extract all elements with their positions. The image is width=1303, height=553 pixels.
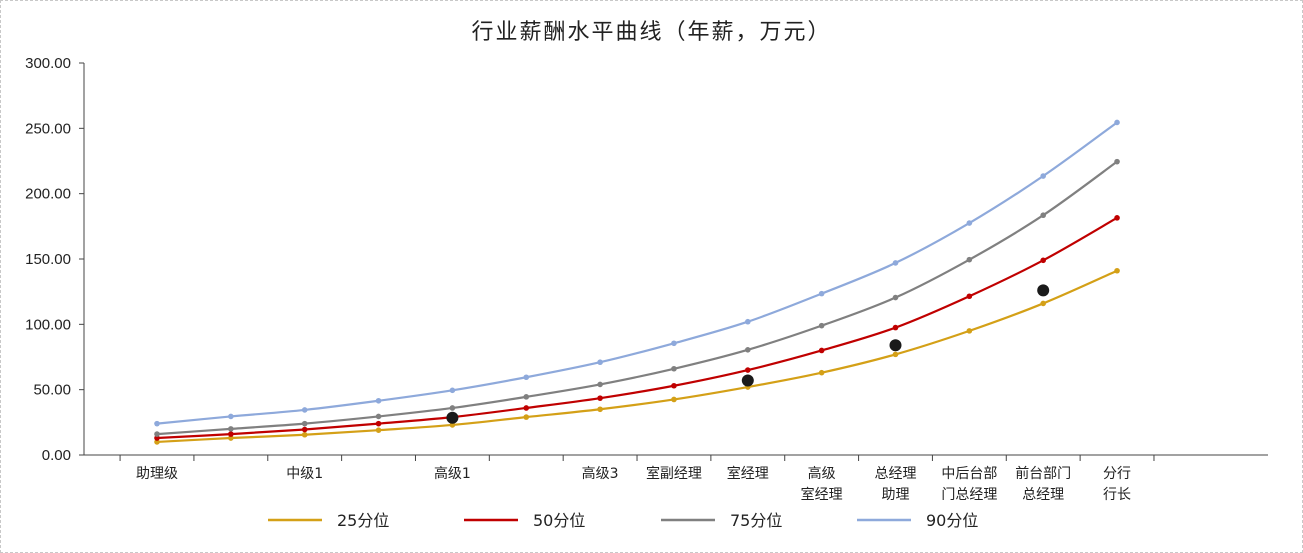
x-tick-label: 高级3 <box>582 465 619 482</box>
series-point-1 <box>671 396 677 403</box>
series-point-4 <box>597 359 603 366</box>
series-point-2 <box>523 405 530 411</box>
series-point-3 <box>228 426 234 432</box>
series-point-2 <box>301 426 308 433</box>
actual-salary-marker <box>741 374 754 387</box>
series-point-4 <box>966 220 973 226</box>
y-tick-label: 100.00 <box>25 316 71 333</box>
series-point-1 <box>597 406 603 413</box>
series-point-3 <box>671 365 677 372</box>
y-tick-label: 300.00 <box>25 55 71 72</box>
actual-salary-marker <box>446 411 459 424</box>
series-point-2 <box>597 395 603 401</box>
x-tick-label: 中后台部门总经理 <box>941 466 997 503</box>
x-tick-label: 室副经理 <box>646 465 702 482</box>
x-tick-label: 室经理 <box>727 465 769 482</box>
x-tick-label: 总经理助理 <box>875 466 917 503</box>
series-point-2 <box>228 431 234 437</box>
series-point-2 <box>1040 257 1046 264</box>
series-point-3 <box>966 256 973 263</box>
series-point-2 <box>154 435 160 441</box>
legend-label-1: 25分位 <box>337 511 389 530</box>
series-point-3 <box>449 405 456 411</box>
legend-label-2: 50分位 <box>533 511 585 530</box>
series-point-4 <box>818 290 825 297</box>
series-point-2 <box>966 293 973 300</box>
x-tick-label: 前台部门总经理 <box>1015 465 1071 503</box>
series-point-3 <box>597 381 603 388</box>
series-point-1 <box>154 439 160 445</box>
series-point-3 <box>745 347 751 353</box>
series-point-3 <box>1040 212 1046 219</box>
x-tick-label: 高级室经理 <box>801 465 843 503</box>
series-point-4 <box>301 407 308 413</box>
x-tick-label: 高级1 <box>434 465 471 482</box>
series-point-1 <box>1040 300 1046 307</box>
series-point-4 <box>375 397 382 404</box>
series-point-2 <box>745 367 751 373</box>
series-point-2 <box>1114 215 1120 221</box>
series-point-3 <box>301 420 308 427</box>
series-point-2 <box>375 420 382 427</box>
chart-title: 行业薪酬水平曲线（年薪，万元） <box>471 20 832 45</box>
y-tick-label: 250.00 <box>25 120 71 137</box>
series-point-1 <box>523 414 530 420</box>
x-tick-label: 分行行长 <box>1103 466 1131 503</box>
series-line-1 <box>156 269 1118 444</box>
legend-label-4: 90分位 <box>926 511 978 530</box>
series-point-4 <box>671 340 677 347</box>
series-point-4 <box>892 260 899 266</box>
series-point-4 <box>745 318 751 325</box>
actual-salary-marker <box>1037 284 1050 297</box>
series-point-4 <box>1114 119 1120 126</box>
y-tick-label: 0.00 <box>42 447 71 464</box>
x-tick-label: 助理级 <box>136 466 178 482</box>
series-point-2 <box>892 324 899 331</box>
series-point-1 <box>892 351 899 358</box>
series-line-4 <box>156 121 1118 425</box>
series-point-1 <box>375 427 382 433</box>
y-tick-label: 200.00 <box>25 186 71 203</box>
x-tick-label: 中级1 <box>286 466 323 482</box>
series-point-2 <box>818 347 825 354</box>
series-point-1 <box>1114 267 1120 274</box>
series-point-2 <box>671 382 677 389</box>
series-point-3 <box>375 413 382 420</box>
series-point-1 <box>966 328 973 334</box>
series-point-3 <box>818 322 825 329</box>
series-point-3 <box>523 394 530 400</box>
series-point-4 <box>1040 173 1046 179</box>
series-point-1 <box>818 369 825 376</box>
series-point-1 <box>228 435 234 441</box>
y-tick-label: 50.00 <box>33 382 71 399</box>
series-point-4 <box>228 413 234 420</box>
series-point-3 <box>892 294 899 301</box>
series-point-1 <box>301 431 308 438</box>
series-point-4 <box>154 420 160 427</box>
series-point-4 <box>449 387 456 394</box>
series-point-4 <box>523 374 530 381</box>
legend-label-3: 75分位 <box>730 511 782 530</box>
y-tick-label: 150.00 <box>25 251 71 268</box>
series-point-3 <box>1114 158 1120 165</box>
series-point-3 <box>154 431 160 437</box>
actual-salary-marker <box>889 339 902 352</box>
